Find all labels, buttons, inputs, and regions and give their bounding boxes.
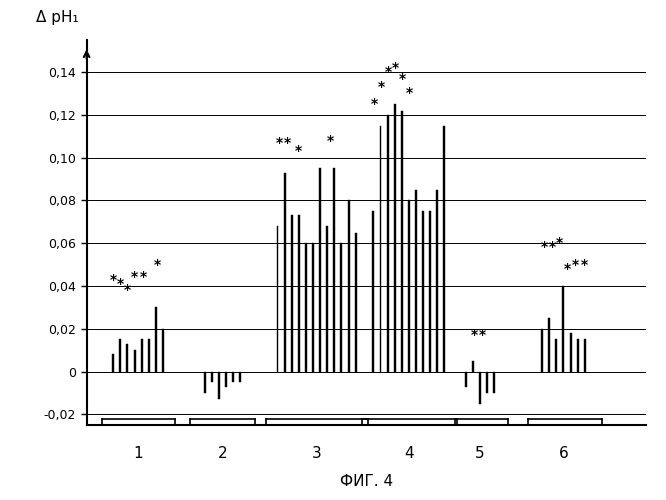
Bar <box>430 211 431 372</box>
Bar <box>155 308 157 372</box>
Text: ФИГ. 4: ФИГ. 4 <box>340 474 393 489</box>
Text: *: * <box>154 258 161 272</box>
Bar <box>465 372 467 386</box>
Bar <box>436 190 438 372</box>
Text: 4: 4 <box>404 446 414 462</box>
Bar <box>291 216 292 372</box>
Bar <box>472 361 474 372</box>
Text: *: * <box>479 328 486 342</box>
Bar <box>569 333 571 372</box>
Text: *: * <box>385 65 392 79</box>
Bar <box>134 350 135 372</box>
Bar <box>548 318 550 372</box>
Bar <box>563 286 564 372</box>
Bar <box>305 243 307 372</box>
Text: *: * <box>548 240 555 254</box>
Bar <box>218 372 220 400</box>
Bar <box>211 372 212 382</box>
Bar <box>113 354 114 372</box>
Bar <box>225 372 227 386</box>
Text: Δ pH₁: Δ pH₁ <box>36 10 79 24</box>
Bar <box>204 372 206 393</box>
Text: *: * <box>140 270 147 284</box>
Bar <box>355 232 356 372</box>
Bar <box>162 329 164 372</box>
Bar <box>348 200 350 372</box>
Text: *: * <box>117 277 124 291</box>
Text: *: * <box>555 236 563 250</box>
Bar <box>479 372 481 404</box>
Text: *: * <box>540 240 547 254</box>
Bar <box>239 372 241 382</box>
Bar <box>340 243 342 372</box>
Bar <box>141 340 143 372</box>
Bar <box>555 340 557 372</box>
Bar <box>284 172 286 372</box>
Text: *: * <box>406 86 414 101</box>
Text: *: * <box>110 272 117 286</box>
Text: 1: 1 <box>133 446 143 462</box>
Bar <box>298 216 300 372</box>
Text: *: * <box>284 136 291 149</box>
Bar <box>372 211 374 372</box>
Text: *: * <box>392 61 399 75</box>
Bar <box>319 168 321 372</box>
Text: *: * <box>124 283 131 297</box>
Text: *: * <box>571 258 579 272</box>
Bar <box>312 243 314 372</box>
Bar <box>380 126 382 372</box>
Bar <box>422 211 424 372</box>
Bar <box>148 340 150 372</box>
Bar <box>326 226 328 372</box>
Bar <box>334 168 335 372</box>
Text: *: * <box>371 97 378 111</box>
Bar <box>577 340 579 372</box>
Bar <box>408 200 410 372</box>
Text: *: * <box>294 144 302 158</box>
Bar <box>444 126 446 372</box>
Text: *: * <box>581 258 588 272</box>
Text: *: * <box>563 262 571 276</box>
Text: *: * <box>326 134 334 147</box>
Bar <box>387 115 388 372</box>
Text: 5: 5 <box>475 446 485 462</box>
Bar <box>232 372 234 382</box>
Bar <box>584 340 585 372</box>
Bar <box>394 104 396 372</box>
Bar <box>276 226 278 372</box>
Bar <box>494 372 495 393</box>
Text: *: * <box>399 72 406 86</box>
Bar <box>415 190 417 372</box>
Text: 2: 2 <box>218 446 227 462</box>
Bar <box>401 110 403 372</box>
Bar <box>486 372 488 393</box>
Text: *: * <box>378 80 385 94</box>
Bar <box>127 344 129 371</box>
Text: 6: 6 <box>559 446 568 462</box>
Text: 3: 3 <box>312 446 322 462</box>
Text: *: * <box>131 270 138 284</box>
Bar <box>119 340 121 372</box>
Text: *: * <box>471 328 478 342</box>
Text: *: * <box>276 136 283 149</box>
Bar <box>541 329 543 372</box>
